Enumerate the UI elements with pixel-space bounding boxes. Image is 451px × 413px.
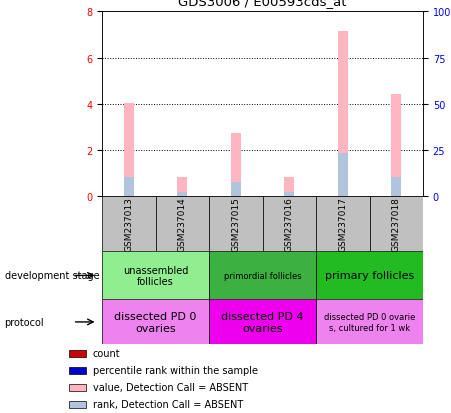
Text: dissected PD 4
ovaries: dissected PD 4 ovaries <box>221 311 304 333</box>
Bar <box>209 252 316 300</box>
Bar <box>177 178 187 197</box>
Text: development stage: development stage <box>5 271 99 281</box>
Text: primary follicles: primary follicles <box>325 271 414 281</box>
Bar <box>209 197 262 252</box>
Bar <box>156 197 209 252</box>
Text: GSM237013: GSM237013 <box>124 197 133 252</box>
Bar <box>369 197 423 252</box>
Text: unassembled
follicles: unassembled follicles <box>123 265 188 287</box>
Bar <box>124 104 133 197</box>
Text: dissected PD 0
ovaries: dissected PD 0 ovaries <box>114 311 197 333</box>
Bar <box>102 300 209 344</box>
Text: percentile rank within the sample: percentile rank within the sample <box>93 365 258 375</box>
Title: GDS3006 / E00593cds_at: GDS3006 / E00593cds_at <box>178 0 347 8</box>
Text: count: count <box>93 348 120 358</box>
Bar <box>262 197 316 252</box>
Bar <box>391 95 401 197</box>
Bar <box>316 252 423 300</box>
Bar <box>285 178 294 197</box>
Bar <box>102 197 156 252</box>
Text: GSM237018: GSM237018 <box>392 197 401 252</box>
Bar <box>391 178 401 197</box>
Bar <box>124 178 133 197</box>
Bar <box>285 193 294 197</box>
Text: primordial follicles: primordial follicles <box>224 271 301 280</box>
Bar <box>231 133 240 197</box>
Text: rank, Detection Call = ABSENT: rank, Detection Call = ABSENT <box>93 399 243 409</box>
Text: GSM237016: GSM237016 <box>285 197 294 252</box>
Bar <box>316 300 423 344</box>
Bar <box>102 252 209 300</box>
Text: value, Detection Call = ABSENT: value, Detection Call = ABSENT <box>93 382 248 392</box>
Bar <box>231 183 240 197</box>
Bar <box>316 197 369 252</box>
Bar <box>69 350 86 357</box>
Bar <box>69 384 86 391</box>
Bar <box>69 401 86 408</box>
Bar <box>338 154 348 197</box>
Bar <box>177 193 187 197</box>
Text: GSM237017: GSM237017 <box>338 197 347 252</box>
Text: GSM237015: GSM237015 <box>231 197 240 252</box>
Text: GSM237014: GSM237014 <box>178 197 187 252</box>
Text: dissected PD 0 ovarie
s, cultured for 1 wk: dissected PD 0 ovarie s, cultured for 1 … <box>324 313 415 332</box>
Text: protocol: protocol <box>5 317 44 327</box>
Bar <box>69 367 86 374</box>
Bar <box>338 32 348 197</box>
Bar <box>209 300 316 344</box>
